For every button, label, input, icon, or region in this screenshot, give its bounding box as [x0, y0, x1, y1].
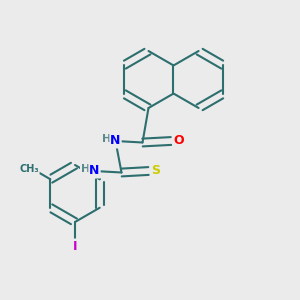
- Text: CH₃: CH₃: [20, 164, 39, 174]
- Text: I: I: [73, 239, 77, 253]
- Text: H: H: [81, 164, 90, 175]
- Text: O: O: [173, 134, 184, 148]
- Text: N: N: [110, 134, 121, 148]
- Text: S: S: [152, 164, 160, 178]
- Text: H: H: [102, 134, 111, 145]
- Text: N: N: [89, 164, 100, 178]
